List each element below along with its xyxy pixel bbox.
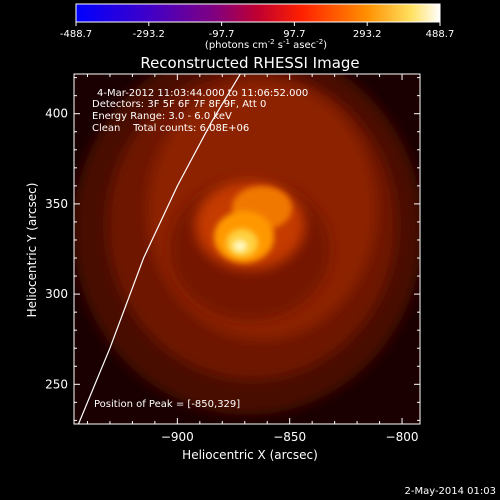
colorbar-tick-label: -293.2 — [133, 29, 165, 40]
colorbar-tick-label: 293.2 — [353, 29, 382, 40]
colorbar-tick-label: 97.7 — [283, 29, 305, 40]
x-tick-label: −850 — [273, 430, 306, 444]
info-block: 4-Mar-2012 11:03:44.000 to 11:06:52.000 … — [92, 88, 308, 134]
colorbar-unit: (photons cm-2 s-1 asec-2) — [205, 38, 327, 51]
info-line-clean: Clean Total counts: 6.08E+06 — [92, 123, 249, 134]
source-peak — [233, 240, 247, 252]
colorbar-tick-label: -488.7 — [60, 29, 92, 40]
x-tick-label: −800 — [386, 430, 419, 444]
y-tick-label: 300 — [45, 287, 68, 301]
colorbar-gradient — [75, 3, 441, 23]
y-axis-label: Heliocentric Y (arcsec) — [25, 183, 39, 318]
solar-limb — [77, 74, 241, 424]
peak-position-label: Position of Peak = [-850,329] — [94, 399, 240, 410]
info-line-time: 4-Mar-2012 11:03:44.000 to 11:06:52.000 — [97, 88, 308, 99]
rhessi-image — [74, 74, 420, 424]
y-tick-label: 350 — [45, 197, 68, 211]
render-timestamp: 2-May-2014 01:03 — [404, 486, 496, 497]
info-line-detectors: Detectors: 3F 5F 6F 7F 8F 9F, Att 0 — [92, 99, 266, 110]
colorbar-tick-label: -97.7 — [209, 29, 235, 40]
colorbar: -488.7 -293.2 -97.7 97.7 293.2 488.7 (photons… — [60, 3, 455, 51]
y-tick-label: 250 — [45, 377, 68, 391]
plot-frame — [73, 73, 421, 425]
y-axis: 250 300 350 400 — [45, 77, 420, 421]
chart-title: Reconstructed RHESSI Image — [140, 54, 359, 72]
y-tick-label: 400 — [45, 107, 68, 121]
x-axis-label: Heliocentric X (arcsec) — [182, 448, 318, 462]
colorbar-tick-label: 488.7 — [426, 29, 455, 40]
x-tick-label: −900 — [161, 430, 194, 444]
x-axis: −900 −850 −800 — [86, 74, 419, 444]
info-line-energy: Energy Range: 3.0 - 6.0 keV — [92, 111, 232, 122]
